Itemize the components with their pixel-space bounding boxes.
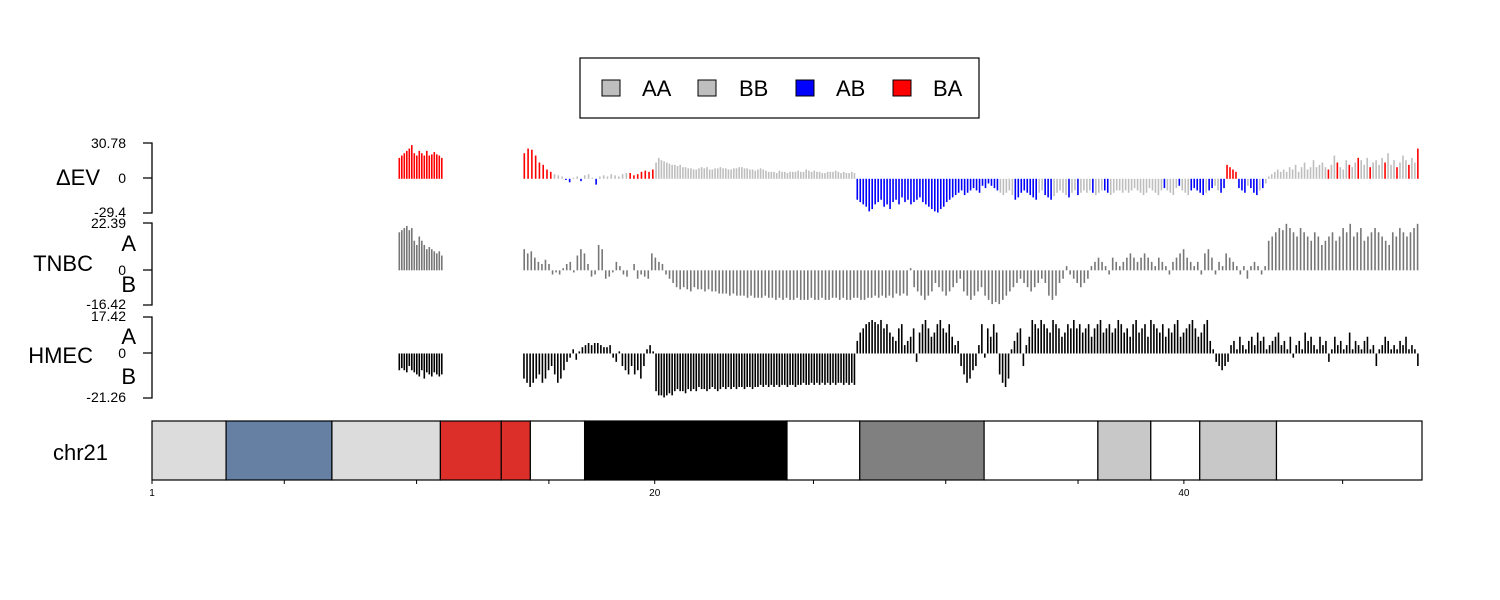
hmec-ytick-min: -21.26: [86, 389, 126, 405]
tnbc-compartment-a: A: [121, 231, 136, 256]
chromosome-band: [1275, 420, 1423, 481]
hmec-y-axis: [143, 316, 153, 399]
chromosome-band: [331, 420, 442, 481]
x-axis-tick-label: 40: [1178, 488, 1190, 499]
chromosome-band: [151, 420, 227, 481]
hmec-ytick-zero: 0: [118, 345, 126, 361]
chromosome-band: [859, 420, 985, 481]
legend-swatch-ba: [892, 79, 912, 97]
chromosome-band: [1199, 420, 1278, 481]
hmec-bars: [398, 319, 1419, 398]
chromosome-band: [1097, 420, 1152, 481]
dev-y-axis: [143, 142, 153, 214]
chromosome-band: [1150, 420, 1201, 481]
hmec-compartment-a: A: [121, 324, 136, 349]
dev-bars: [398, 145, 1419, 213]
tnbc-track-label: TNBC: [33, 251, 93, 276]
legend-box: [579, 57, 980, 119]
dev-ytick-max: 30.78: [91, 135, 126, 151]
chromosome-band: [225, 420, 333, 481]
tnbc-ytick-max: 22.39: [91, 215, 126, 231]
legend-label-ab: AB: [836, 76, 865, 101]
hmec-ytick-max: 17.42: [91, 308, 126, 324]
chromosome-label: chr21: [53, 440, 108, 465]
chromosome-band: [983, 420, 1099, 481]
legend-label-aa: AA: [642, 76, 672, 101]
x-axis-tick-label: 20: [649, 488, 661, 499]
dev-ytick-min: -29.4: [94, 204, 126, 220]
x-axis-tick-label: 1: [149, 488, 155, 499]
legend-swatch-ab: [795, 79, 815, 97]
legend-swatch-aa: [601, 79, 621, 97]
legend-label-ba: BA: [933, 76, 963, 101]
tnbc-y-axis: [143, 222, 153, 306]
chromosome-ideogram: [151, 420, 1423, 481]
tnbc-ytick-zero: 0: [118, 262, 126, 278]
tnbc-compartment-b: B: [121, 272, 136, 297]
tnbc-ytick-min: -16.42: [86, 296, 126, 312]
dev-ytick-zero: 0: [118, 170, 126, 186]
tnbc-bars: [398, 223, 1419, 305]
chromosome-band: [500, 420, 531, 481]
legend: AA BB AB BA: [579, 57, 980, 119]
hmec-track-label: HMEC: [28, 343, 93, 368]
hmec-compartment-b: B: [121, 364, 136, 389]
chromosome-band: [529, 420, 586, 481]
chromosome-band: [439, 420, 502, 481]
legend-swatch-bb: [697, 79, 717, 97]
legend-label-bb: BB: [739, 76, 768, 101]
chromosome-x-axis: 1 20 40: [149, 479, 1422, 499]
dev-track-label: ΔEV: [56, 165, 100, 190]
chromosome-band: [786, 420, 861, 481]
chromosome-band: [583, 420, 788, 481]
